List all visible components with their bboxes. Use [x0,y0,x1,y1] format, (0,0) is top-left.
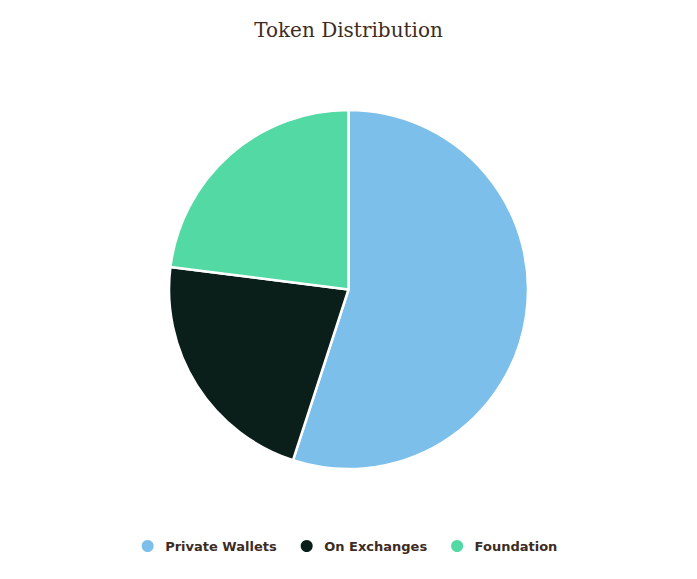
svg-text:On Exchanges: On Exchanges [324,539,427,554]
svg-text:Token Distribution: Token Distribution [254,18,443,42]
svg-text:Private Wallets: Private Wallets [165,539,277,554]
svg-text:Foundation: Foundation [475,539,558,554]
